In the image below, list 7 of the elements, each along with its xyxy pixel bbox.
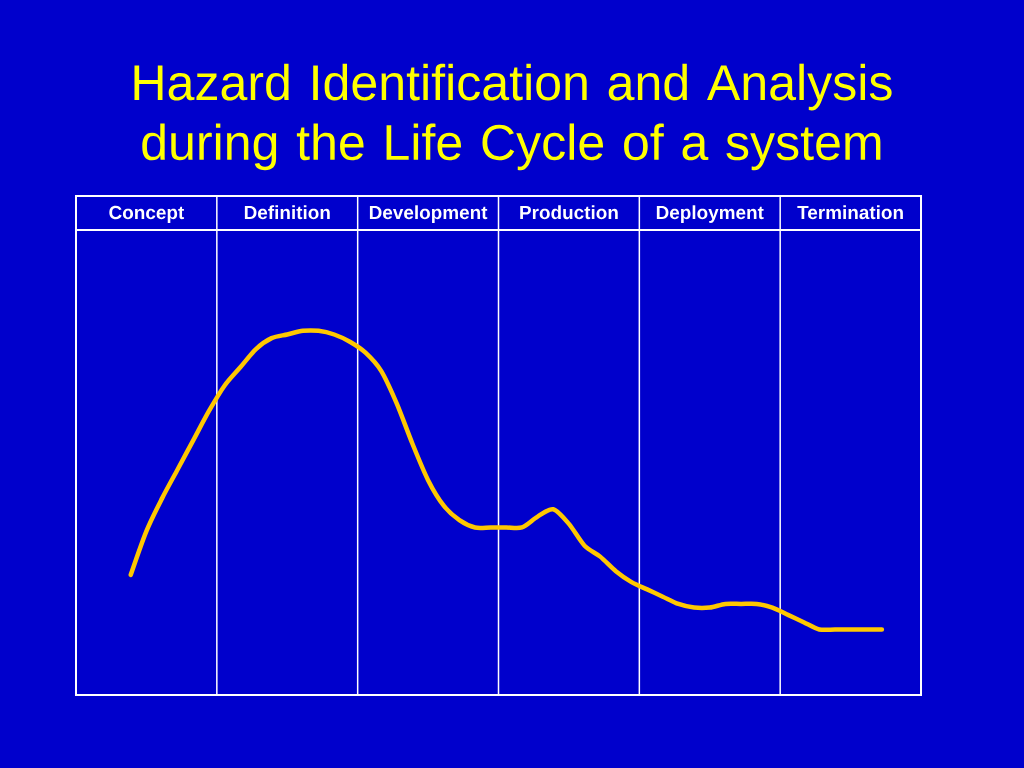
x-tick-label: Deployment	[656, 205, 764, 223]
x-tick-label: Termination	[797, 205, 903, 220]
x-tick-label: Definition	[244, 205, 330, 220]
chart-title: Hazard Identification and Analysis during the Life Cycle of a system	[134, 63, 892, 171]
x-tick-label: Concept	[109, 205, 185, 223]
x-tick-label: Production	[520, 205, 618, 220]
x-tick-label: Development	[369, 205, 488, 223]
